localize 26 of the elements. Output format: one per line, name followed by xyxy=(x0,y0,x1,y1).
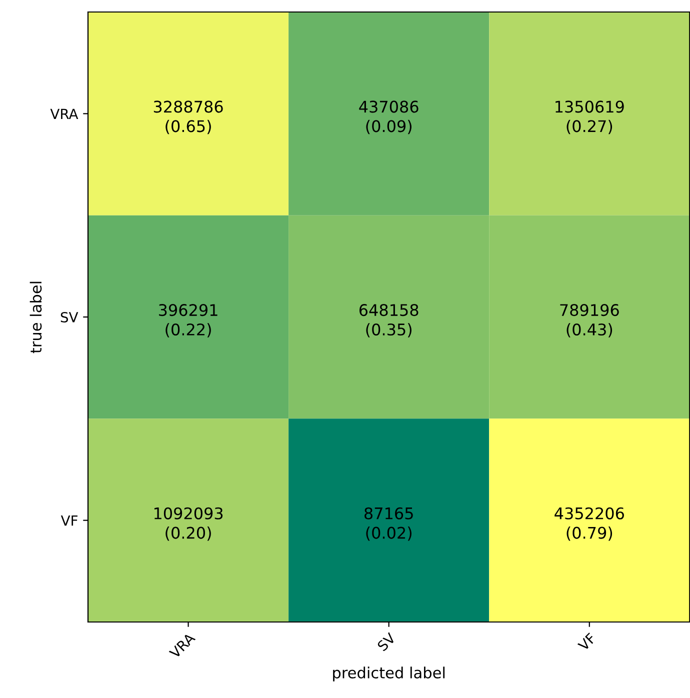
annotation: (0.65) xyxy=(166,120,211,134)
annotation: (0.27) xyxy=(566,120,612,134)
data-label: 1092093 xyxy=(154,507,223,520)
annotation: (0.09) xyxy=(366,120,412,134)
data-label: 4352206 xyxy=(554,507,624,520)
x-tick-label: VF xyxy=(577,632,596,652)
y-tick-label: SV xyxy=(60,312,78,322)
annotation: (0.35) xyxy=(366,323,412,338)
x-axis-title: predicted label xyxy=(333,666,445,682)
x-tick-label: VRA xyxy=(168,632,196,659)
annotation: (0.22) xyxy=(166,323,211,338)
data-label: 1350619 xyxy=(556,100,624,113)
annotation: (0.02) xyxy=(366,526,412,541)
y-tick-label: VF xyxy=(60,515,78,526)
y-axis-title: true label xyxy=(30,282,42,354)
x-tick-label: SV xyxy=(376,632,396,652)
data-label: 789196 xyxy=(560,304,619,316)
data-label: 396291 xyxy=(159,304,218,316)
data-label: 87165 xyxy=(364,507,413,520)
annotation: (0.79) xyxy=(566,526,612,541)
annotation: (0.20) xyxy=(166,526,211,541)
data-label: 437086 xyxy=(359,100,418,113)
annotation: (0.43) xyxy=(566,323,612,338)
data-label: 3288786 xyxy=(154,100,223,113)
y-tick-label: VRA xyxy=(50,108,78,119)
data-label: 648158 xyxy=(359,304,418,316)
